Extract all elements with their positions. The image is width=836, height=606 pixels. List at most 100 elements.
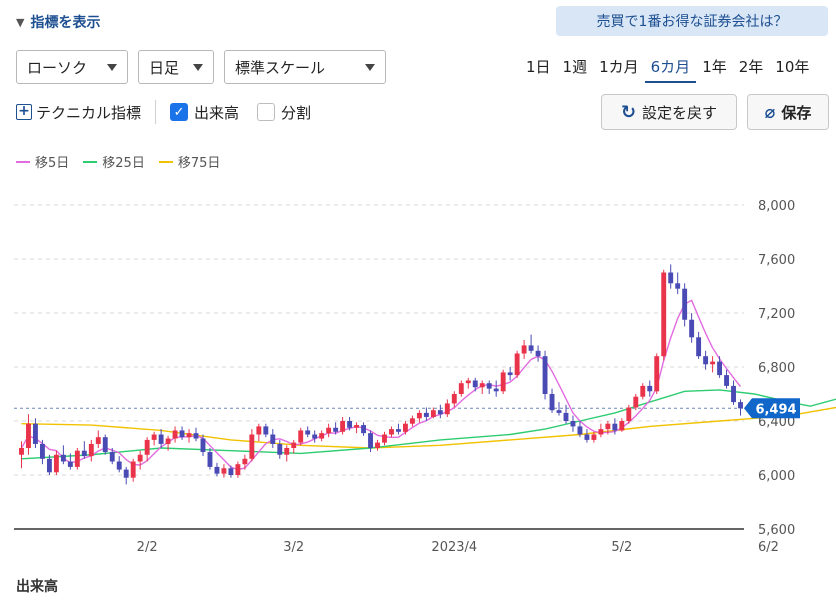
candle xyxy=(179,426,185,440)
technical-indicator-button[interactable]: + テクニカル指標 xyxy=(16,102,141,123)
candle xyxy=(158,429,164,448)
candle-body xyxy=(500,372,506,392)
candle-body xyxy=(284,448,290,455)
period-tab-1m[interactable]: 1カ月 xyxy=(599,58,639,76)
candle xyxy=(675,272,681,295)
candle xyxy=(200,434,206,457)
candle-body xyxy=(67,461,73,467)
candle xyxy=(500,369,506,394)
candle-body xyxy=(123,469,129,478)
current-price-tag: 6,494 xyxy=(744,398,800,419)
dropdown-arrow-icon xyxy=(107,64,117,71)
candle-body xyxy=(605,423,611,430)
candle xyxy=(109,448,115,465)
candle xyxy=(689,313,695,343)
split-checkbox[interactable]: 分割 xyxy=(257,102,311,123)
candle-body xyxy=(626,407,632,421)
candle xyxy=(277,439,283,459)
candle xyxy=(556,402,562,416)
candle-body xyxy=(19,448,24,455)
candle xyxy=(423,407,429,421)
candle-body xyxy=(479,383,485,388)
candle-body xyxy=(33,423,38,444)
candle xyxy=(535,345,541,362)
candle xyxy=(661,269,667,361)
candle-body xyxy=(298,430,304,443)
candle xyxy=(444,399,450,417)
candle-body xyxy=(389,429,394,435)
legend-swatch xyxy=(16,160,30,163)
candle xyxy=(33,418,38,448)
candle-body xyxy=(193,433,199,439)
candle xyxy=(207,448,213,470)
chart-type-select[interactable]: ローソク xyxy=(16,50,128,84)
candle xyxy=(514,350,520,378)
candle xyxy=(396,423,401,435)
candle xyxy=(144,437,150,462)
candle-body xyxy=(710,361,716,365)
candle-body xyxy=(214,466,220,474)
promo-banner[interactable]: 売買で1番お得な証券会社は？ xyxy=(556,6,828,36)
candle-body xyxy=(591,434,597,440)
candle xyxy=(361,422,366,436)
candle xyxy=(584,429,590,443)
candle-body xyxy=(542,356,548,394)
period-tab-10y[interactable]: 10年 xyxy=(775,58,810,76)
candle xyxy=(60,445,66,465)
candle-body xyxy=(81,450,87,457)
indicator-toggle[interactable]: ▼ 指標を表示 xyxy=(16,12,100,32)
candle xyxy=(472,377,478,392)
candle xyxy=(256,423,262,442)
candle-body xyxy=(151,434,157,440)
price-chart[interactable]: 8,000 7,600 7,200 6,800 6,400 6,000 5,600 2/2 3… xyxy=(0,0,836,570)
period-tabs: 1日 1週 1カ月 6カ月 1年 2年 10年 xyxy=(520,56,815,83)
candle xyxy=(633,394,639,411)
volume-checkbox[interactable]: ✓ 出来高 xyxy=(170,102,239,123)
candle-body xyxy=(340,421,346,432)
scale-select[interactable]: 標準スケール xyxy=(224,50,386,84)
refresh-icon: ↻ xyxy=(620,101,637,123)
candle-body xyxy=(724,375,729,386)
candle xyxy=(305,426,311,438)
candle xyxy=(458,380,464,397)
x-tick-label: 5/2 xyxy=(611,540,632,555)
candle-body xyxy=(689,319,695,338)
reset-settings-button[interactable]: ↻ 設定を戻す xyxy=(601,94,737,130)
candle-body xyxy=(179,430,185,438)
candle xyxy=(724,369,729,389)
y-tick-label: 6,000 xyxy=(758,469,795,484)
interval-select[interactable]: 日足 xyxy=(138,50,214,84)
candle-body xyxy=(319,433,325,439)
save-button[interactable]: ⌀ 保存 xyxy=(747,94,829,130)
candle-body xyxy=(312,434,318,439)
candle-body xyxy=(556,410,562,413)
period-tab-6m[interactable]: 6カ月 xyxy=(644,56,697,83)
technical-indicator-label: テクニカル指標 xyxy=(36,103,142,122)
candle-body xyxy=(668,272,674,284)
candle xyxy=(270,429,276,448)
candle-body xyxy=(423,412,429,417)
candle-body xyxy=(186,433,192,438)
period-tab-1w[interactable]: 1週 xyxy=(562,58,588,76)
candle-body xyxy=(465,380,471,384)
candle-body xyxy=(137,454,143,462)
candle xyxy=(193,427,199,442)
x-tick-label: 3/2 xyxy=(283,540,304,555)
candle xyxy=(312,430,318,443)
period-tab-1d[interactable]: 1日 xyxy=(526,58,551,76)
candle xyxy=(570,415,576,432)
candle xyxy=(123,466,129,485)
ma25-line xyxy=(21,389,836,460)
split-checkbox-label: 分割 xyxy=(281,103,312,122)
candle-body xyxy=(102,437,108,453)
candle-body xyxy=(514,353,520,376)
moving-average-lines xyxy=(20,299,836,471)
price-tag-shape xyxy=(744,398,800,419)
candle xyxy=(214,462,220,477)
chart-legend: 移5日 移25日 移75日 xyxy=(16,152,220,171)
scale-value: 標準スケール xyxy=(235,58,326,77)
candle-body xyxy=(486,383,492,389)
period-tab-2y[interactable]: 2年 xyxy=(738,58,764,76)
period-tab-1y[interactable]: 1年 xyxy=(702,58,727,76)
candle xyxy=(186,429,192,443)
